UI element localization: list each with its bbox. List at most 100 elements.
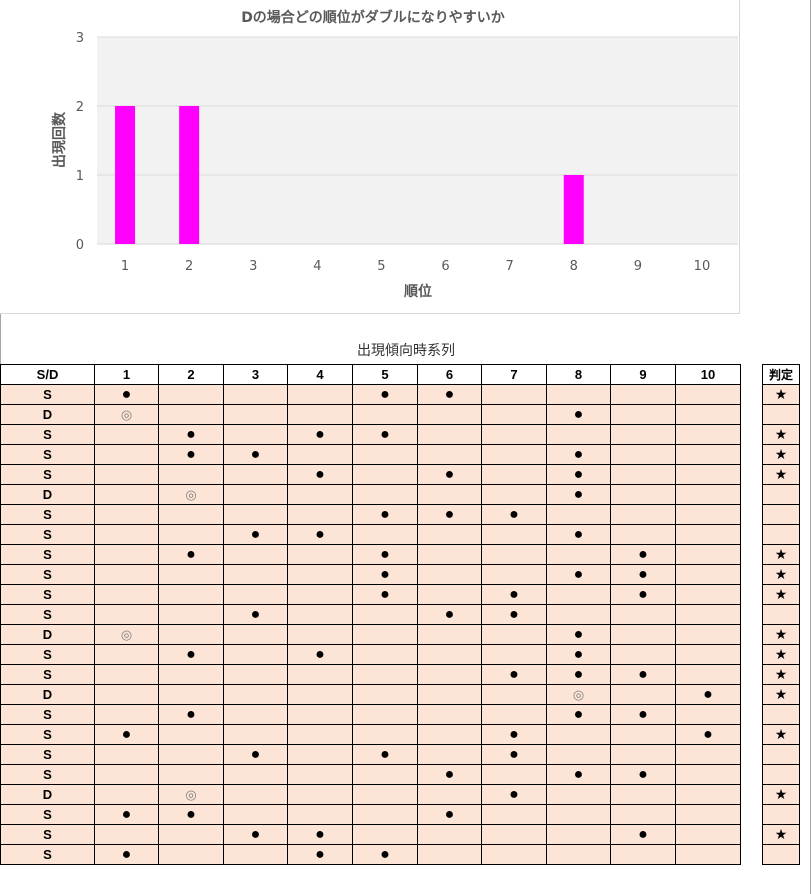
rank-cell: ●	[287, 424, 353, 445]
rank-cell	[223, 704, 288, 725]
rank-cell: ●	[158, 544, 224, 565]
sd-cell: D	[0, 784, 95, 805]
rank-cell	[352, 444, 418, 465]
dot-mark: ●	[573, 406, 584, 423]
dot-mark: ●	[186, 646, 196, 663]
sd-cell: S	[0, 524, 95, 545]
rank-cell	[223, 724, 288, 745]
rank-cell	[417, 424, 482, 445]
plot-area	[97, 37, 738, 244]
table-row: S ● ● ●	[0, 584, 741, 605]
table-row: S ● ● ●	[0, 604, 741, 625]
rank-cell	[417, 684, 482, 705]
dot-mark: ●	[186, 806, 196, 823]
rank-cell	[287, 504, 353, 525]
rank-cell: ●	[158, 424, 224, 445]
rank-cell: ●	[287, 464, 353, 485]
rank-cell	[417, 544, 482, 565]
dot-mark: ●	[509, 666, 519, 683]
judgment-row	[762, 604, 800, 625]
rank-cell	[287, 404, 353, 425]
rank-cell	[158, 744, 224, 765]
dot-mark: ●	[509, 726, 519, 743]
judgment-row: ★	[762, 464, 800, 485]
column-header: 5	[352, 364, 418, 385]
dot-mark: ●	[509, 746, 519, 763]
column-header: S/D	[0, 364, 95, 385]
rank-cell	[675, 804, 741, 825]
dot-mark: ●	[444, 806, 455, 823]
rank-cell	[352, 464, 418, 485]
dot-mark: ●	[121, 846, 132, 863]
rank-cell	[223, 664, 288, 685]
dot-mark: ●	[315, 526, 325, 543]
judgment-cell	[762, 704, 800, 725]
judgment-cell	[762, 804, 800, 825]
rank-cell	[610, 444, 676, 465]
dot-mark: ●	[380, 426, 390, 443]
rank-cell	[223, 804, 288, 825]
y-tick-label: 2	[76, 100, 84, 115]
rank-cell	[223, 464, 288, 485]
rank-cell	[417, 484, 482, 505]
bar[interactable]	[563, 175, 584, 244]
star-mark: ★	[774, 626, 788, 642]
bar[interactable]	[115, 106, 136, 244]
judgment-cell: ★	[762, 784, 800, 805]
dot-mark: ●	[573, 566, 584, 583]
rank-cell	[352, 804, 418, 825]
rank-cell	[417, 564, 482, 585]
rank-cell	[158, 624, 224, 645]
dot-mark: ●	[121, 806, 132, 823]
rank-cell: ●	[223, 604, 288, 625]
rank-cell	[287, 704, 353, 725]
rank-cell: ●	[417, 764, 482, 785]
rank-cell	[417, 704, 482, 725]
rank-cell: ●	[481, 584, 547, 605]
rank-cell	[223, 564, 288, 585]
bars	[115, 106, 584, 244]
table-row: D ◎ ●	[0, 624, 741, 645]
rank-cell	[610, 784, 676, 805]
rank-cell	[223, 484, 288, 505]
column-header: 9	[610, 364, 676, 385]
dot-mark: ●	[444, 506, 455, 523]
sd-cell: S	[0, 584, 95, 605]
sd-cell: S	[0, 564, 95, 585]
star-mark: ★	[774, 686, 788, 702]
rank-cell	[223, 784, 288, 805]
rank-cell	[158, 404, 224, 425]
rank-cell	[481, 424, 547, 445]
sd-cell: S	[0, 544, 95, 565]
rank-cell	[158, 684, 224, 705]
rank-cell	[546, 424, 611, 445]
rank-cell: ●	[352, 564, 418, 585]
rank-cell: ●	[481, 504, 547, 525]
rank-cell	[352, 724, 418, 745]
gridlines	[97, 36, 738, 245]
dot-mark: ●	[509, 786, 519, 803]
star-mark: ★	[774, 446, 788, 462]
rank-cell: ●	[546, 564, 611, 585]
dot-mark: ●	[380, 386, 390, 403]
table-row: S ● ● ●	[0, 824, 741, 845]
rank-cell	[610, 424, 676, 445]
table-row: S ● ● ●	[0, 844, 741, 865]
dot-mark: ●	[638, 586, 648, 603]
judgment-cell: ★	[762, 444, 800, 465]
rank-cell	[546, 804, 611, 825]
dot-mark: ●	[573, 526, 584, 543]
rank-cell	[158, 464, 224, 485]
rank-cell	[158, 504, 224, 525]
rank-cell	[675, 704, 741, 725]
rank-cell	[94, 684, 159, 705]
rank-cell: ●	[546, 464, 611, 485]
rank-cell	[546, 724, 611, 745]
rank-cell: ●	[481, 784, 547, 805]
judgment-cell	[762, 844, 800, 865]
rank-cell: ●	[675, 724, 741, 745]
rank-cell: ●	[675, 684, 741, 705]
bar[interactable]	[179, 106, 200, 244]
rank-cell	[675, 824, 741, 845]
